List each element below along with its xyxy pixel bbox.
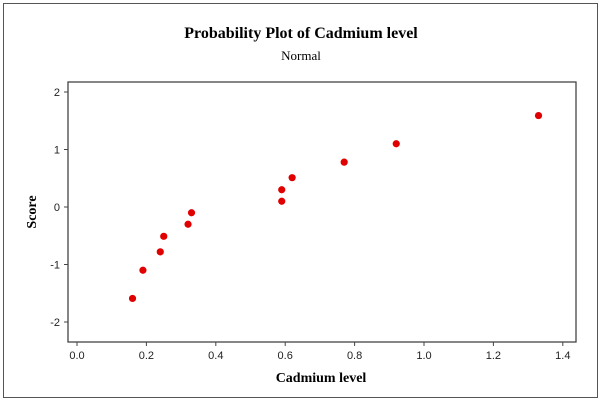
data-point bbox=[160, 232, 168, 240]
data-point bbox=[534, 111, 543, 120]
x-tick-label: 1.4 bbox=[555, 350, 570, 362]
plot-area-border bbox=[67, 81, 577, 343]
data-point bbox=[187, 209, 196, 217]
x-tick-label: 0.0 bbox=[69, 350, 84, 362]
data-point bbox=[392, 140, 400, 148]
y-axis-label: Score bbox=[25, 195, 40, 228]
data-point bbox=[278, 186, 286, 194]
data-point bbox=[139, 266, 147, 274]
x-tick-label: 1.0 bbox=[416, 350, 431, 362]
data-point bbox=[156, 248, 164, 256]
x-tick-label: 0.6 bbox=[278, 350, 293, 362]
data-point bbox=[288, 174, 296, 182]
chart-subtitle: Normal bbox=[281, 48, 321, 63]
chart-title: Probability Plot of Cadmium level bbox=[184, 25, 418, 42]
x-tick-label: 0.4 bbox=[208, 350, 223, 362]
y-tick-label: 0 bbox=[54, 202, 60, 214]
x-tick-label: 1.2 bbox=[486, 350, 501, 362]
data-point bbox=[184, 220, 192, 228]
data-point bbox=[128, 294, 137, 303]
chart-frame bbox=[3, 3, 598, 398]
y-tick-label: 2 bbox=[54, 87, 60, 99]
x-axis-label: Cadmium level bbox=[276, 371, 367, 386]
x-tick-label: 0.8 bbox=[347, 350, 362, 362]
y-tick-label: 1 bbox=[54, 145, 60, 157]
data-point bbox=[278, 197, 286, 205]
y-tick-label: -2 bbox=[50, 317, 60, 329]
data-point bbox=[340, 158, 348, 166]
y-tick-label: -1 bbox=[50, 260, 60, 272]
x-tick-label: 0.2 bbox=[139, 350, 154, 362]
